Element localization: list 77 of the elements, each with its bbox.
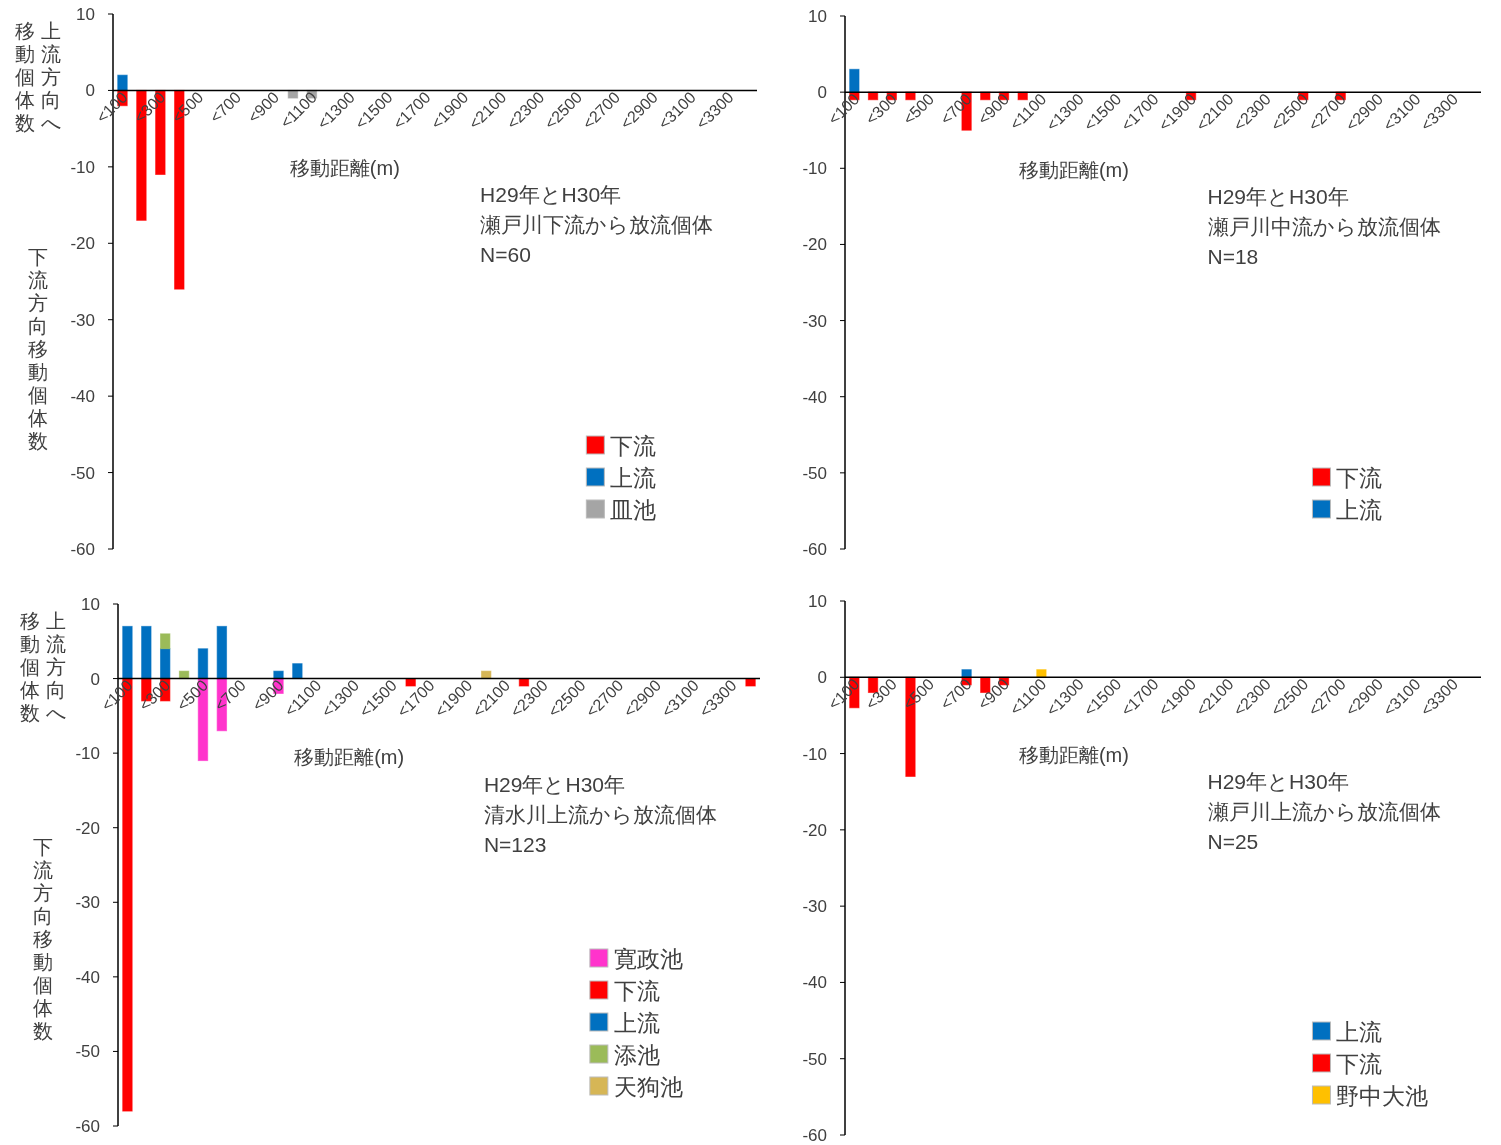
y-tick-label: -50 [70, 463, 95, 483]
x-axis-title: 移動距離(m) [1018, 744, 1129, 767]
annotation: N=123 [483, 833, 547, 856]
bar [141, 625, 152, 680]
annotation: 瀬戸川上流から放流個体 [1207, 800, 1441, 823]
y-tick-label: -40 [802, 387, 827, 407]
annotation: N=60 [480, 243, 531, 266]
bar [405, 678, 416, 687]
legend-label: 上流 [1336, 497, 1383, 523]
y-tick-label: -20 [75, 818, 100, 838]
y-tick-label: -10 [75, 744, 100, 764]
bar [292, 663, 303, 680]
y-tick-label: -60 [75, 1117, 100, 1136]
y-tick-label: -50 [802, 1049, 827, 1069]
y-tick-label: -20 [802, 235, 827, 255]
y-tick-label: 10 [81, 595, 100, 614]
bar [197, 648, 209, 680]
bar [216, 625, 228, 680]
legend-label: 下流 [613, 978, 660, 1004]
y-tick-label: -50 [75, 1042, 100, 1062]
x-axis-title: 移動距離(m) [289, 157, 400, 180]
y-tick-label: -10 [70, 157, 95, 177]
y-tick-label: -30 [802, 897, 827, 917]
legend-label: 上流 [610, 465, 657, 491]
x-axis-title: 移動距離(m) [1018, 159, 1129, 182]
y-tick-label: -60 [802, 1126, 827, 1145]
annotation: 清水川上流から放流個体 [483, 803, 717, 826]
text: 上流方向へ移動個体数下流方向移動個体数 [20, 610, 66, 1042]
bar [273, 670, 284, 680]
y-tick-label: 10 [808, 7, 827, 26]
annotation: 瀬戸川下流から放流個体 [480, 213, 714, 236]
y-tick-label: -30 [75, 893, 100, 913]
y-tick-label: -30 [802, 311, 827, 331]
y-tick-label: -60 [70, 540, 95, 559]
bar [141, 678, 152, 702]
legend-label: 下流 [1336, 1051, 1383, 1077]
y-tick-label: -40 [70, 387, 95, 407]
legend-label: 下流 [610, 433, 657, 459]
text: 上流方向へ移動個体数下流方向移動個体数 [15, 20, 61, 452]
annotation: N=25 [1207, 830, 1259, 853]
y-tick-label: 10 [76, 5, 95, 24]
legend-label: 寛政池 [613, 946, 683, 972]
y-tick-label: 10 [808, 592, 827, 611]
legend-label: 天狗池 [613, 1074, 683, 1100]
annotation: H29年とH30年 [480, 183, 622, 206]
legend-label: 添池 [613, 1042, 660, 1068]
legend-label: 上流 [1336, 1019, 1383, 1045]
y-tick-label: -20 [70, 234, 95, 254]
annotation: H29年とH30年 [1207, 770, 1349, 793]
bar [745, 678, 756, 687]
bar [122, 625, 133, 680]
y-tick-label: 0 [85, 81, 95, 101]
y-tick-label: -10 [802, 744, 827, 764]
y-tick-label: -50 [802, 463, 827, 483]
x-axis-title: 移動距離(m) [294, 745, 405, 768]
y-tick-label: 0 [817, 668, 827, 688]
bar [480, 670, 492, 680]
bar [518, 678, 530, 687]
y-tick-label: -40 [802, 973, 827, 993]
y-tick-label: 0 [817, 83, 827, 103]
bar [178, 670, 190, 680]
annotation: N=18 [1207, 245, 1259, 268]
legend-label: 皿池 [610, 497, 657, 523]
legend-label: 野中大池 [1336, 1083, 1429, 1109]
annotation: H29年とH30年 [483, 773, 625, 796]
annotation: 瀬戸川中流から放流個体 [1207, 215, 1441, 238]
y-tick-label: -30 [70, 310, 95, 330]
y-tick-label: 0 [90, 669, 100, 689]
y-tick-label: -40 [75, 967, 100, 987]
bar [159, 648, 171, 680]
bar [159, 633, 171, 650]
y-tick-label: -60 [802, 540, 827, 559]
y-tick-label: -20 [802, 820, 827, 840]
annotation: H29年とH30年 [1207, 185, 1349, 208]
legend-label: 下流 [1336, 465, 1383, 491]
legend-label: 上流 [613, 1010, 660, 1036]
y-tick-label: -10 [802, 159, 827, 179]
